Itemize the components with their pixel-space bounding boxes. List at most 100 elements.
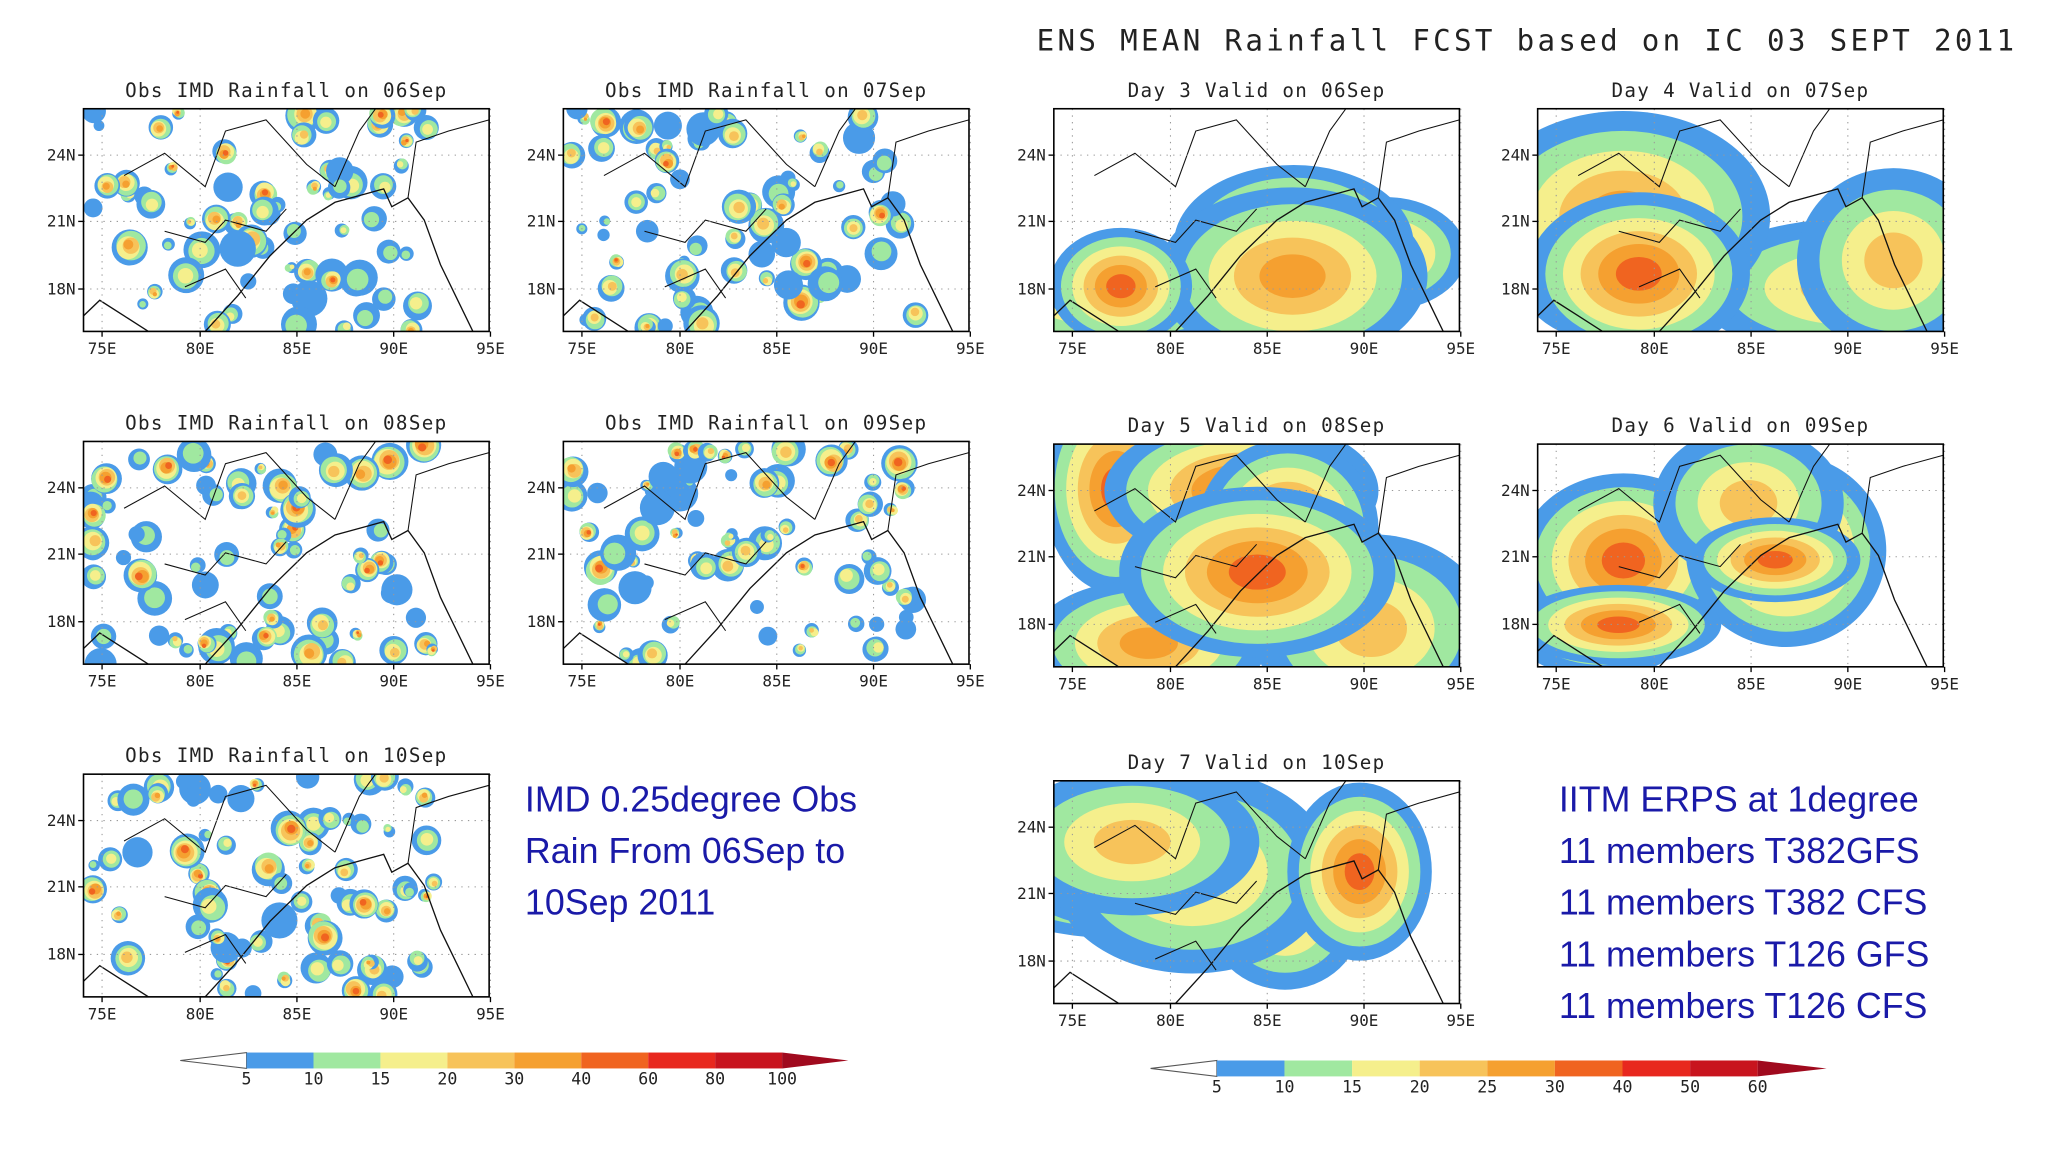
note-line: IITM ERPS at 1degree <box>1559 779 1919 819</box>
map-frame <box>1536 443 1945 668</box>
rain-blob <box>809 627 814 633</box>
rain-blob <box>274 877 288 890</box>
rain-field <box>1537 108 1944 332</box>
rain-blob <box>357 632 362 638</box>
rain-blob <box>244 985 262 997</box>
rain-blob <box>191 242 208 259</box>
rain-blob <box>310 962 324 976</box>
colorbar-segment <box>380 1052 448 1069</box>
rain-blob <box>285 314 307 332</box>
rain-blob <box>567 464 576 473</box>
lat-label: 24N <box>1017 481 1046 500</box>
rain-blob <box>740 545 751 556</box>
rain-blob <box>409 297 423 310</box>
lat-label: 24N <box>47 811 76 830</box>
rain-blob <box>377 111 384 118</box>
rain-blob <box>910 307 920 317</box>
lon-label: 75E <box>1542 339 1571 358</box>
rain-blob <box>405 607 427 628</box>
rain-blob <box>156 125 164 132</box>
colorbar-arrow-low <box>180 1051 248 1070</box>
lat-label: 24N <box>1501 481 1530 500</box>
lon-label: 85E <box>283 672 312 691</box>
colorbar-label: 40 <box>1613 1077 1633 1096</box>
lon-label: 90E <box>379 1004 408 1023</box>
rain-blob <box>299 130 309 139</box>
border <box>1304 108 1347 187</box>
panel-title: Obs IMD Rainfall on 06Sep <box>125 79 447 102</box>
rain-blob <box>567 148 576 158</box>
rain-blob <box>1119 627 1178 659</box>
lon-label: 80E <box>1156 674 1185 693</box>
rain-blob <box>696 317 709 330</box>
rain-blob <box>287 824 296 834</box>
lon-label: 85E <box>1737 674 1766 693</box>
rain-blob <box>780 446 792 458</box>
rain-blob <box>636 125 645 134</box>
border <box>1377 791 1460 870</box>
rain-blob <box>618 571 652 605</box>
rain-blob <box>1093 819 1171 865</box>
rain-blob <box>891 508 895 513</box>
rain-blob <box>305 863 310 869</box>
border <box>1638 603 1701 634</box>
colorbar-label: 20 <box>437 1069 457 1088</box>
rain-blob <box>587 482 608 504</box>
map-panel: Obs IMD Rainfall on 08Sep 24N 21N 18N 75E 80E… <box>47 412 505 691</box>
rain-blob <box>340 868 349 877</box>
rain-blob <box>296 493 307 504</box>
rain-blob <box>597 594 618 615</box>
map-panel: Day 3 Valid on 06Sep 24N 21N 18N 75E 80E 85E 90… <box>1017 79 1475 358</box>
rain-blob <box>379 774 389 783</box>
rain-blob <box>650 188 660 198</box>
rain-blob <box>176 110 180 114</box>
lon-label: 80E <box>1640 674 1669 693</box>
lon-label: 80E <box>1640 339 1669 358</box>
rain-blob <box>123 789 143 809</box>
rain-blob <box>383 908 391 915</box>
rain-blob <box>332 959 344 972</box>
rain-blob <box>773 270 804 300</box>
rain-blob <box>236 651 257 665</box>
rain-blob <box>1259 254 1326 298</box>
border <box>1155 268 1217 299</box>
rain-blob <box>89 570 101 581</box>
rain-blob <box>389 647 400 658</box>
rain-blob <box>733 201 745 214</box>
colorbar-segment <box>1622 1060 1691 1077</box>
border <box>407 452 490 531</box>
border <box>184 601 247 632</box>
rain-blob <box>693 447 698 452</box>
rain-blob <box>165 462 173 469</box>
rain-blob <box>154 792 161 799</box>
coastline <box>83 520 474 665</box>
rain-blob <box>757 217 770 230</box>
rain-blob <box>758 626 778 646</box>
lat-label: 24N <box>1501 145 1530 164</box>
panel-title: Day 5 Valid on 08Sep <box>1128 414 1386 437</box>
rain-blob <box>337 657 347 665</box>
lon-label: 95E <box>1930 339 1959 358</box>
lon-label: 80E <box>1156 339 1185 358</box>
rain-field <box>83 774 490 997</box>
lon-label: 85E <box>1737 339 1766 358</box>
lat-label: 24N <box>527 478 556 497</box>
rain-blob <box>312 186 317 191</box>
colorbar-arrow-low <box>1150 1059 1218 1077</box>
border <box>1134 880 1258 916</box>
coastline <box>1537 523 1928 667</box>
rain-blob <box>687 509 705 527</box>
colorbar-segment <box>447 1052 515 1069</box>
colorbar-label: 60 <box>638 1069 658 1088</box>
colorbar-label: 100 <box>767 1069 797 1088</box>
border <box>1638 268 1701 299</box>
rain-blob <box>748 240 776 268</box>
panel-title: Obs IMD Rainfall on 10Sep <box>125 744 447 767</box>
rain-blob <box>670 169 690 190</box>
border <box>664 268 727 299</box>
rain-blob <box>1615 256 1662 291</box>
colorbar-label: 20 <box>1410 1077 1430 1096</box>
rain-blob <box>300 108 311 119</box>
rain-blob <box>123 239 134 250</box>
coastline <box>1053 523 1444 667</box>
